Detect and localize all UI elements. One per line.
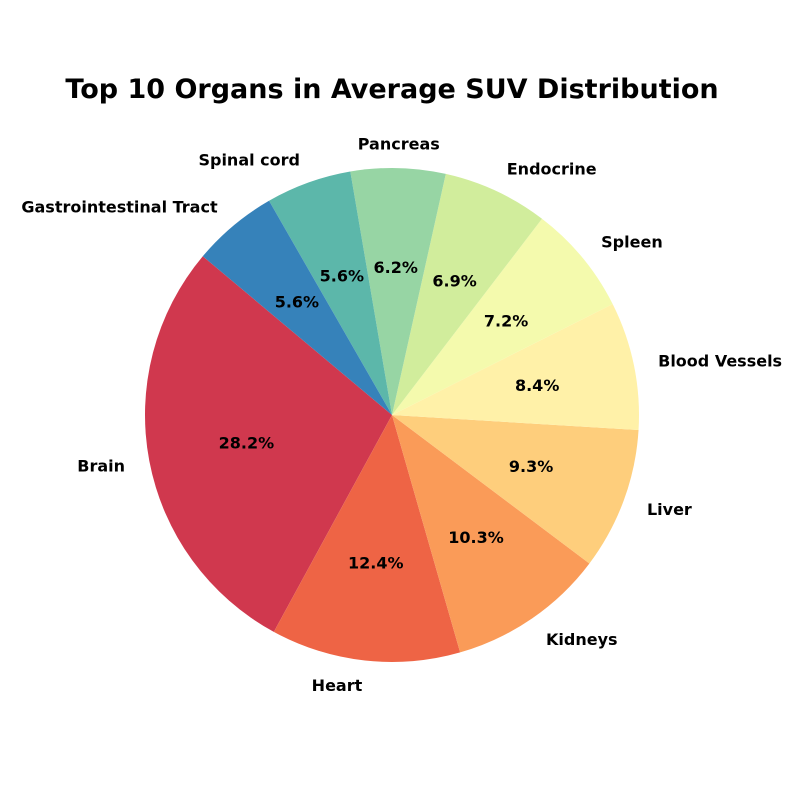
pie-slice-gastrointestinal-tract	[202, 200, 392, 415]
category-label: Blood Vessels	[658, 351, 782, 370]
percent-label: 5.6%	[320, 267, 364, 286]
pie-slice-spinal-cord	[269, 171, 392, 415]
percent-label: 10.3%	[448, 528, 504, 547]
percent-label: 6.9%	[432, 272, 476, 291]
chart-title: Top 10 Organs in Average SUV Distributio…	[65, 74, 718, 105]
percent-label: 6.2%	[374, 258, 418, 277]
category-label: Gastrointestinal Tract	[21, 198, 218, 217]
pie-slice-kidneys	[392, 415, 590, 653]
percent-labels: 28.2% 12.4% 10.3% 9.3% 8.4% 7.2% 6.9% 6.2% 5.6%5…	[219, 258, 560, 572]
pie-slice-pancreas	[350, 168, 446, 415]
category-label: Spinal cord	[198, 150, 300, 169]
percent-label: 7.2%	[484, 311, 528, 330]
pie-slice-endocrine	[392, 173, 542, 415]
category-label: Spleen	[601, 233, 663, 252]
pie-slice-spleen	[392, 218, 613, 415]
pie-slice-blood-vessels	[392, 303, 639, 431]
pie-slices	[145, 168, 639, 663]
pie-slice-heart	[273, 415, 461, 663]
pie-slice-brain	[145, 256, 392, 632]
percent-label: 8.4%	[515, 376, 559, 395]
percent-label: 28.2%	[219, 434, 275, 453]
category-label: Pancreas	[358, 134, 440, 153]
category-label: Heart	[312, 676, 363, 695]
category-label: Endocrine	[507, 160, 597, 179]
category-label: Kidneys	[546, 630, 618, 649]
category-label: Liver	[647, 500, 692, 519]
percent-label: 9.3%	[509, 457, 553, 476]
percent-label: 5.6%	[275, 292, 319, 311]
category-label: Brain	[77, 456, 125, 475]
percent-label: 12.4%	[348, 553, 404, 572]
category-labels: Brain Heart Kidneys Liver Blood Vessels Splee…	[21, 134, 782, 695]
pie-slice-liver	[392, 415, 639, 564]
